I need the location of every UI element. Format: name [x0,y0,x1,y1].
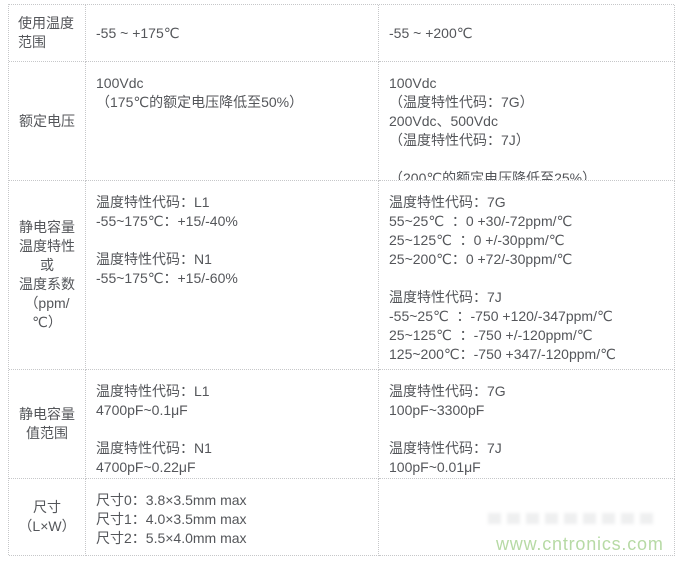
row-capacitance-temp-characteristics-label: 静电容量温度特性或温度系数 （ppm/ ℃） [9,181,86,370]
row-usage-temp-range-label: 使用温度 范围 [9,5,86,62]
cell-text-line: ℃） [32,314,62,330]
cell-text-line: 温度特性代码：N1 [96,251,212,267]
cell-text-line: 尺寸2：5.5×4.0mm max [96,530,247,546]
cell-text-line: 温度特性代码：7J [389,289,502,305]
cell-text-line: 100Vdc [96,75,144,91]
cell-text-line: 温度特性代码：7G [389,194,506,210]
cell-text-line: -55~175℃：+15/-40% [96,213,238,229]
cell-text-line: -55~25℃ ：-750 +120/-347ppm/℃ [389,308,613,324]
cell-text-line: 尺寸0：3.8×3.5mm max [96,492,247,508]
spec-table: 使用温度范围 -55 ~ +175℃ -55 ~ +200℃ 额定电压 100V… [8,4,675,556]
cell-text-line: -55~175℃：+15/-60% [96,270,238,286]
cell-text-line: 值范围 [26,425,68,441]
cell-text-line: 温度特性代码：7G [389,383,506,399]
row-rated-voltage-label: 额定电压 [9,62,86,181]
cell-text-line: （175℃的额定电压降低至50%） [96,94,304,110]
cell-text-line: 200Vdc、500Vdc [389,113,498,129]
cell-text-line: 静电容量 [19,406,75,422]
cell-text-line: 额定电压 [19,112,75,129]
cell-text-line: 温度特性代码：L1 [96,383,210,399]
cell-text-line: 温度特性代码：L1 [96,194,210,210]
cell-text-line: 4700pF~0.1μF [96,402,188,418]
row-capacitance-temp-characteristics-col2: 温度特性代码：7G 55~25℃ ：0 +30/-72ppm/℃ 25~125℃ ：… [379,181,675,370]
cell-text-line [96,420,368,439]
cell-text-line: （温度特性代码：7G） [389,94,534,110]
cell-text-line: 温度特性代码：7J [389,440,502,456]
row-capacitance-value-range-col1: 温度特性代码：L1 4700pF~0.1μF 温度特性代码：N1 4700pF~0.2… [86,370,379,479]
cell-text-line: 100pF~3300pF [389,402,485,418]
cell-text-line: 4700pF~0.22μF [96,459,196,475]
cell-text-line: 尺寸1：4.0×3.5mm max [96,511,247,527]
cell-text-line: 静电容量 [19,219,75,235]
cell-text-line: 100Vdc [389,75,437,91]
cell-text-line [389,269,664,288]
cell-text-line: -55 ~ +200℃ [389,24,473,41]
row-dimensions-col2 [379,479,675,556]
row-rated-voltage-col1: 100Vdc （175℃的额定电压降低至50%） [86,62,379,181]
row-usage-temp-range-col2: -55 ~ +200℃ [379,5,675,62]
cell-text-line: 尺寸 [33,499,61,515]
row-capacitance-temp-characteristics-col1: 温度特性代码：L1 -55~175℃：+15/-40% 温度特性代码：N1 -55~1… [86,181,379,370]
cell-text-line: 温度特性代码：N1 [96,440,212,456]
cell-text-line: 25~125℃ ：0 +/-30ppm/℃ [389,232,565,248]
cell-text-line: -55 ~ +175℃ [96,24,180,41]
row-dimensions-label: 尺寸 （L×W） [9,479,86,556]
cell-text-line [389,420,664,439]
cell-text-line: 25~125℃ ：-750 +/-120ppm/℃ [389,327,593,343]
cell-text-line: （ppm/ [24,295,70,311]
cell-text-line: 25~200℃：0 +72/-30ppm/℃ [389,251,573,267]
site-watermark-url: www.cntronics.com [496,534,664,554]
cell-text-line: 55~25℃ ：0 +30/-72ppm/℃ [389,213,573,229]
cell-text-line: 100pF~0.01μF [389,459,481,475]
row-dimensions-col1: 尺寸0：3.8×3.5mm max 尺寸1：4.0×3.5mm max 尺寸2：5.… [86,479,379,556]
cell-text-line [389,150,664,169]
faint-watermark-decoration [488,513,656,524]
cell-text-line: 温度系数 [19,276,75,292]
cell-text-line [96,231,368,250]
cell-text-line: 使用温度 [18,15,74,31]
cell-text-line: （200℃的额定电压降低至25%） [389,170,597,181]
cell-text-line: 125~200℃：-750 +347/-120ppm/℃ [389,346,616,362]
cell-text-line: （温度特性代码：7J） [389,132,530,148]
cell-text-line: 温度特性 [19,238,75,254]
cell-text-line: 或 [40,257,54,273]
row-capacitance-value-range-col2: 温度特性代码：7G 100pF~3300pF 温度特性代码：7J 100pF~0.01… [379,370,675,479]
cell-text-line: 范围 [18,34,46,50]
row-capacitance-value-range-label: 静电容量 值范围 [9,370,86,479]
cell-text-line: （L×W） [18,518,76,534]
row-usage-temp-range-col1: -55 ~ +175℃ [86,5,379,62]
row-rated-voltage-col2: 100Vdc （温度特性代码：7G） 200Vdc、500Vdc （温度特性代码：7J… [379,62,675,181]
